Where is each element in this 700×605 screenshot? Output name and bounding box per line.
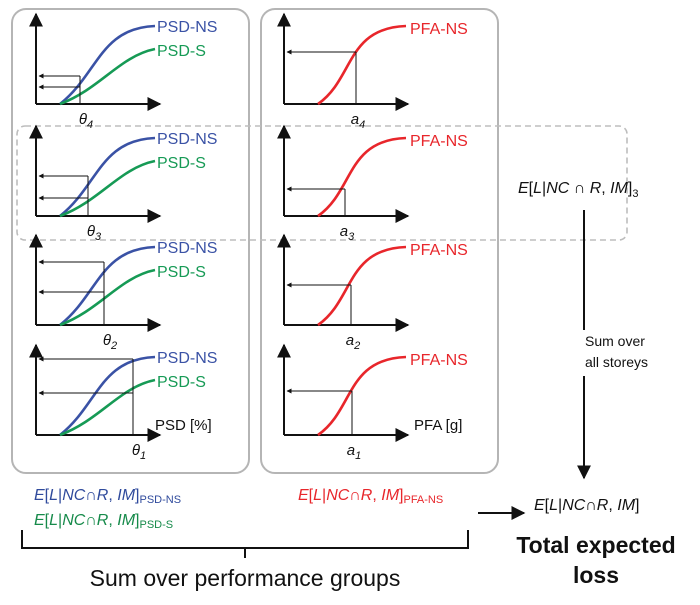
psd-2-ns-label: PSD-NS xyxy=(157,240,217,257)
psd-1-theta-label: θ1 xyxy=(132,442,146,462)
pfa-4-a-label: a4 xyxy=(351,111,365,131)
pfa-1-a-label: a1 xyxy=(347,442,361,462)
psd-axis-label: PSD [%] xyxy=(155,417,212,434)
psd-s-loss-label: E[L|NC∩R, IM]PSD-S xyxy=(34,512,173,531)
psd-ns-loss-label: E[L|NC∩R, IM]PSD-NS xyxy=(34,487,181,506)
psd-3-s-curve xyxy=(59,159,156,218)
psd-4-s-curve xyxy=(59,47,156,106)
psd-3-theta-label: θ3 xyxy=(87,223,102,243)
storey-3-highlight xyxy=(16,125,628,241)
psd-2-s-label: PSD-S xyxy=(157,264,206,281)
pfa-axis-label: PFA [g] xyxy=(414,417,462,434)
pfa-3-ns-label: PFA-NS xyxy=(410,133,468,150)
sum-storeys-label-2: all storeys xyxy=(585,354,648,370)
total-title-1: Total expected xyxy=(516,532,675,558)
pfa-3-a-label: a3 xyxy=(340,223,355,243)
psd-3-ns-curve xyxy=(59,136,156,218)
pfa-2-ns-curve xyxy=(317,245,407,327)
pfa-2-ns-label: PFA-NS xyxy=(410,242,468,259)
psd-3-ns-label: PSD-NS xyxy=(157,131,217,148)
pfa-1-ns-label: PFA-NS xyxy=(410,352,468,369)
pfa-panel-frame xyxy=(260,8,499,474)
pfa-4-ns-curve xyxy=(317,24,407,106)
total-title-2: loss xyxy=(573,562,619,588)
psd-3-s-label: PSD-S xyxy=(157,155,206,172)
pfa-1-ns-curve xyxy=(317,355,407,437)
pfa-3-ns-curve xyxy=(317,136,407,218)
pfa-ns-loss-label: E[L|NC∩R, IM]PFA-NS xyxy=(298,487,443,506)
pfa-2-a-label: a2 xyxy=(346,332,360,352)
psd-4-ns-label: PSD-NS xyxy=(157,19,217,36)
psd-2-s-curve xyxy=(59,268,156,327)
sum-storeys-label-1: Sum over xyxy=(585,333,645,349)
performance-groups-bracket xyxy=(21,530,469,558)
psd-1-s-label: PSD-S xyxy=(157,374,206,391)
psd-4-s-label: PSD-S xyxy=(157,43,206,60)
psd-4-theta-label: θ4 xyxy=(79,111,93,131)
total-loss-label: E[L|NC∩R, IM] xyxy=(534,497,639,514)
pfa-4-ns-label: PFA-NS xyxy=(410,21,468,38)
sum-groups-label: Sum over performance groups xyxy=(90,565,401,591)
storey-3-loss-label: E[L|NC ∩ R, IM]3 xyxy=(518,180,639,200)
psd-2-ns-curve xyxy=(59,245,156,327)
sum-storeys-label-bg xyxy=(580,330,690,376)
psd-1-ns-curve xyxy=(59,355,156,437)
psd-2-theta-label: θ2 xyxy=(103,332,117,352)
psd-4-ns-curve xyxy=(59,24,156,106)
psd-1-ns-label: PSD-NS xyxy=(157,350,217,367)
psd-panel-frame xyxy=(11,8,250,474)
fragility-plots: PSD-NS PSD-S θ4 PSD-NS PSD-S θ3 PSD-NS PSD-S θ2 P… xyxy=(29,12,468,462)
psd-1-s-curve xyxy=(59,378,156,437)
